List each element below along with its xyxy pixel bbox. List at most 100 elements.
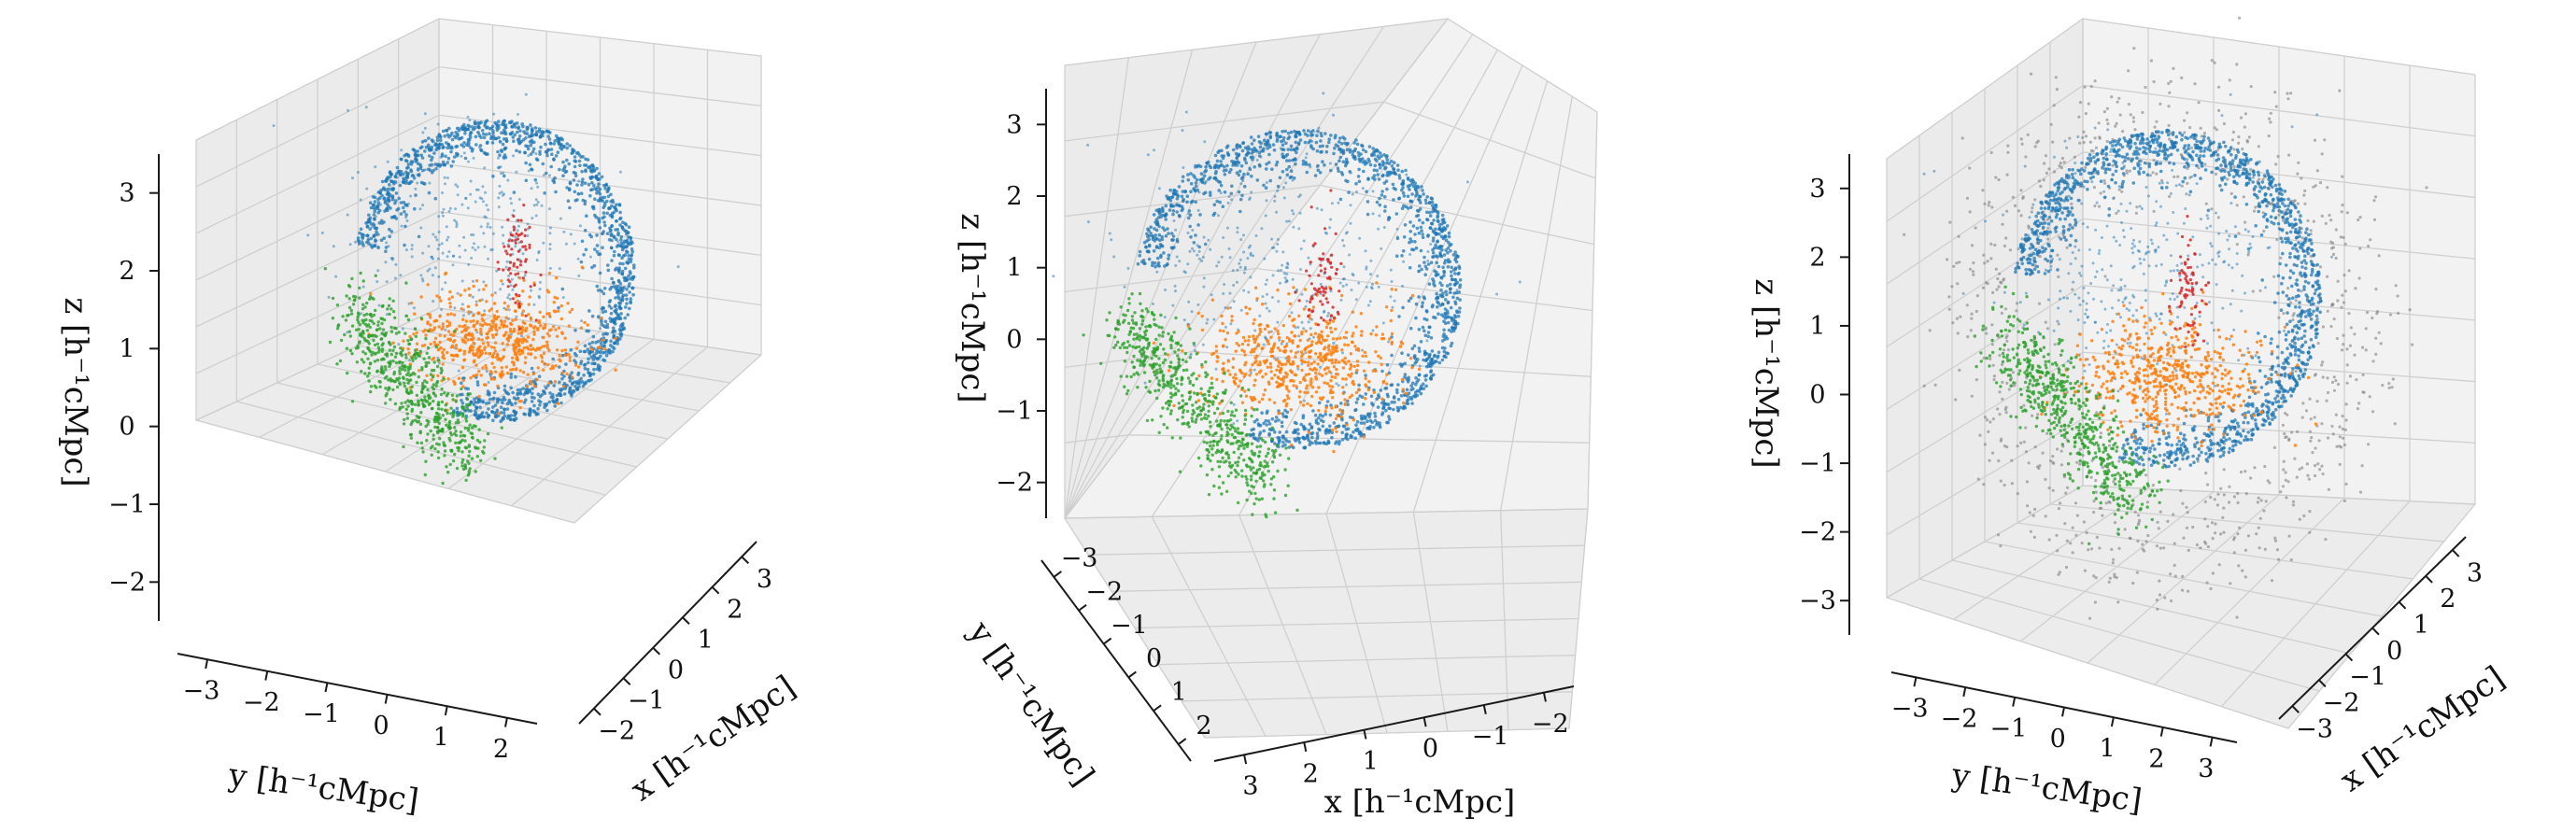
point-series-3	[449, 449, 454, 453]
point-series-3	[459, 434, 462, 438]
point-series-1	[1145, 232, 1149, 236]
point-series-1	[1420, 185, 1423, 189]
point-series-1	[1329, 168, 1333, 173]
point-series-1	[1427, 282, 1432, 287]
point-series-1	[1229, 306, 1232, 310]
point-series-1	[1275, 134, 1279, 138]
point-series-3	[424, 400, 428, 403]
point-series-2	[568, 359, 572, 362]
point-series-1	[423, 168, 427, 172]
point-series-2	[553, 310, 558, 314]
point-series-1	[1378, 214, 1381, 218]
point-series-1	[1301, 159, 1306, 163]
point-series-3	[409, 436, 414, 440]
point-series-1	[1183, 190, 1187, 193]
point-series-1	[1350, 289, 1353, 292]
point-series-1	[1371, 283, 1374, 286]
point-series-1	[406, 162, 411, 166]
point-series-3	[454, 421, 459, 425]
point-series-2	[432, 340, 436, 344]
point-series-1	[1365, 267, 1368, 271]
point-series-1	[1301, 436, 1305, 440]
point-series-4	[512, 228, 517, 232]
point-series-2	[1327, 370, 1332, 374]
point-series-1	[559, 148, 564, 151]
point-series-3	[380, 368, 384, 372]
point-series-1	[1344, 383, 1348, 387]
point-series-1	[1168, 188, 1172, 192]
point-series-1	[583, 366, 587, 371]
point-series-1	[421, 168, 425, 173]
point-series-3	[335, 327, 340, 331]
point-series-1	[1414, 302, 1419, 306]
point-series-1	[614, 285, 618, 289]
point-series-1	[1376, 275, 1380, 278]
point-series-3	[414, 334, 418, 338]
point-series-1	[460, 203, 464, 206]
point-series-2	[457, 376, 461, 380]
point-series-1	[1213, 176, 1218, 180]
point-series-2	[1360, 330, 1364, 333]
point-series-2	[479, 374, 483, 377]
point-series-1	[1458, 298, 1462, 302]
point-series-2	[486, 335, 490, 340]
point-series-1	[487, 401, 491, 405]
point-series-1	[544, 403, 548, 408]
point-series-2	[488, 323, 491, 327]
point-series-1	[435, 146, 439, 149]
point-series-2	[614, 368, 617, 372]
point-series-1	[394, 262, 398, 266]
point-series-1	[1285, 167, 1289, 172]
point-series-1	[1447, 328, 1451, 332]
point-series-2	[486, 331, 489, 336]
point-series-1	[1283, 276, 1287, 280]
point-series-1	[1227, 170, 1232, 175]
point-series-1	[1162, 251, 1166, 255]
point-series-1	[581, 155, 585, 159]
point-series-2	[1340, 410, 1344, 414]
point-series-2	[495, 309, 499, 314]
point-series-1	[1357, 281, 1361, 285]
point-series-1	[498, 184, 502, 188]
point-series-3	[461, 467, 466, 472]
point-series-1	[1217, 189, 1221, 192]
point-series-2	[529, 317, 533, 321]
point-series-1	[527, 413, 531, 416]
point-series-1	[1164, 289, 1168, 291]
point-series-1	[388, 234, 392, 239]
point-series-1	[612, 326, 616, 331]
point-series-1	[502, 411, 506, 415]
point-series-1	[537, 374, 542, 379]
point-series-1	[1392, 407, 1395, 412]
point-series-1	[1317, 401, 1322, 405]
point-series-1	[1368, 300, 1372, 303]
point-series-2	[465, 333, 469, 337]
point-series-1	[1319, 139, 1323, 143]
point-series-3	[443, 391, 446, 395]
point-series-1	[417, 234, 421, 239]
point-series-2	[476, 337, 481, 341]
point-series-3	[400, 354, 404, 358]
point-series-3	[381, 303, 385, 308]
point-series-1	[1232, 402, 1236, 406]
point-series-1	[1052, 275, 1055, 278]
point-series-1	[509, 386, 513, 390]
point-series-2	[589, 347, 594, 351]
point-series-1	[615, 311, 618, 316]
point-series-1	[1178, 214, 1182, 219]
point-series-1	[515, 121, 519, 125]
point-series-1	[1303, 427, 1308, 430]
point-series-2	[469, 376, 473, 380]
point-series-3	[432, 399, 435, 403]
point-series-1	[1354, 423, 1358, 428]
point-series-1	[1428, 214, 1433, 218]
point-series-1	[1381, 405, 1386, 410]
point-series-1	[545, 150, 549, 155]
point-series-1	[408, 359, 412, 362]
point-series-1	[1202, 174, 1207, 178]
point-series-2	[504, 307, 508, 312]
point-series-2	[480, 351, 485, 355]
point-series-1	[1239, 163, 1244, 168]
point-series-1	[1169, 232, 1174, 235]
point-series-1	[428, 154, 432, 158]
